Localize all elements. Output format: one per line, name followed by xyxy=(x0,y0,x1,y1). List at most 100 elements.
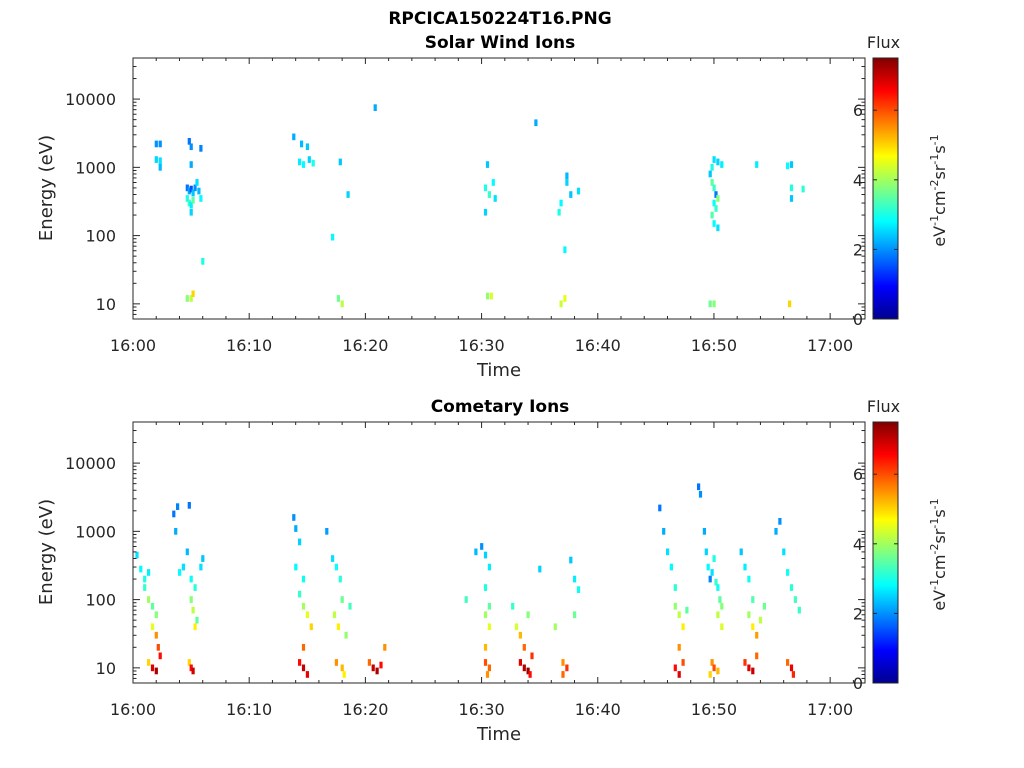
spectrogram-cell xyxy=(176,503,180,510)
spectrogram-cell xyxy=(311,159,315,167)
spectrogram-cell xyxy=(712,220,716,227)
spectrogram-cell xyxy=(511,602,515,610)
spectrogram-cell xyxy=(514,623,519,631)
x-tick-label: 17:00 xyxy=(807,700,853,719)
spectrogram-cell xyxy=(332,611,337,619)
spectrogram-cell xyxy=(712,555,716,562)
spectrogram-cell xyxy=(662,528,666,535)
spectrogram-cell xyxy=(712,300,716,308)
solar-wind-spectrogram xyxy=(154,104,805,308)
cometary-y-axis: 10 100 1000 10000 xyxy=(65,421,865,684)
spectrogram-cell xyxy=(681,623,685,631)
spectrogram-cell xyxy=(298,158,302,166)
spectrogram-cell xyxy=(789,195,794,202)
x-tick-label: 16:00 xyxy=(110,700,156,719)
cometary-spectrogram xyxy=(135,483,801,678)
spectrogram-cell xyxy=(301,664,306,672)
spectrogram-cell xyxy=(518,631,522,639)
spectrogram-cell xyxy=(301,602,306,610)
x-tick-label: 16:20 xyxy=(342,336,388,355)
spectrogram-cell xyxy=(340,596,344,603)
colorbar-tick-label: 0 xyxy=(853,674,863,693)
spectrogram-cell xyxy=(143,584,147,591)
spectrogram-cell xyxy=(150,623,155,631)
spectrogram-cell xyxy=(178,569,182,576)
spectrogram-cell xyxy=(147,659,151,666)
spectrogram-cell xyxy=(298,538,302,546)
spectrogram-cell xyxy=(154,631,158,639)
spectrogram-cell xyxy=(716,158,720,166)
spectrogram-cell xyxy=(528,671,532,678)
spectrogram-cell xyxy=(334,659,338,666)
spectrogram-cell xyxy=(569,556,573,564)
spectrogram-cell xyxy=(755,161,759,168)
spectrogram-cell xyxy=(483,584,488,591)
y-tick-label: 1000 xyxy=(75,158,116,177)
spectrogram-cell xyxy=(331,233,335,241)
spectrogram-cell xyxy=(191,606,195,614)
y-tick-label: 100 xyxy=(85,227,116,246)
spectrogram-cell xyxy=(305,671,309,678)
spectrogram-cell xyxy=(135,551,139,559)
spectrogram-cell xyxy=(793,596,797,603)
colorbar-tick-label: 0 xyxy=(853,310,863,329)
spectrogram-cell xyxy=(139,565,143,573)
spectrogram-cell xyxy=(373,104,377,111)
spectrogram-cell xyxy=(714,191,718,198)
spectrogram-cell xyxy=(573,611,577,619)
spectrogram-cell xyxy=(375,667,379,675)
spectrogram-cell xyxy=(193,623,197,631)
x-tick-label: 16:20 xyxy=(342,700,388,719)
spectrogram-cell xyxy=(189,664,193,672)
x-tick-label: 16:30 xyxy=(459,336,505,355)
x-tick-label: 16:50 xyxy=(691,700,737,719)
spectrogram-cell xyxy=(716,195,720,202)
spectrogram-cell xyxy=(526,667,530,675)
spectrogram-cell xyxy=(485,161,490,168)
x-tick-label: 16:30 xyxy=(459,700,505,719)
spectrogram-cell xyxy=(189,143,193,151)
spectrogram-cell xyxy=(712,664,716,672)
spectrogram-cell xyxy=(762,602,766,610)
spectrogram-cell xyxy=(755,652,759,660)
x-tick-label: 16:00 xyxy=(110,336,156,355)
spectrogram-cell xyxy=(143,575,147,583)
spectrogram-cell xyxy=(336,623,340,631)
spectrogram-cell xyxy=(712,184,716,192)
colorbar-tick-label: 6 xyxy=(853,101,863,120)
spectrogram-cell xyxy=(718,596,722,603)
spectrogram-cell xyxy=(565,172,569,180)
spectrogram-cell xyxy=(789,184,794,192)
spectrogram-cell xyxy=(147,596,151,603)
spectrogram-cell xyxy=(344,631,348,639)
spectrogram-cell xyxy=(300,140,304,148)
spectrogram-cell xyxy=(294,563,298,571)
spectrogram-cell xyxy=(483,208,488,216)
spectrogram-cell xyxy=(714,578,718,586)
spectrogram-cell xyxy=(677,644,681,651)
spectrogram-cell xyxy=(340,300,344,308)
spectrogram-cell xyxy=(751,596,755,603)
spectrogram-cell xyxy=(301,575,306,583)
spectrogram-cell xyxy=(158,157,162,165)
spectrogram-cell xyxy=(673,602,677,610)
spectrogram-cell xyxy=(189,201,193,209)
spectrogram-cell xyxy=(673,664,677,672)
panel-title-solar-wind: Solar Wind Ions xyxy=(425,33,576,53)
spectrogram-cell xyxy=(181,563,185,571)
spectrogram-cell xyxy=(331,555,335,562)
spectrogram-cell xyxy=(720,623,724,631)
spectrogram-cell xyxy=(150,664,155,672)
spectrogram-cell xyxy=(187,502,191,509)
spectrogram-cell xyxy=(791,671,795,678)
spectrogram-cell xyxy=(195,179,199,186)
spectrogram-cell xyxy=(189,575,193,583)
spectrogram-cell xyxy=(565,664,569,672)
colorbar-title: Flux xyxy=(867,33,900,52)
spectrogram-cell xyxy=(199,145,203,152)
spectrogram-cell xyxy=(189,208,193,216)
spectrogram-cell xyxy=(338,575,342,583)
spectrogram-cell xyxy=(201,258,205,265)
spectrogram-cell xyxy=(563,246,567,254)
colorbar-unit-label: eV-1cm-2sr-1s-1 xyxy=(928,134,949,246)
